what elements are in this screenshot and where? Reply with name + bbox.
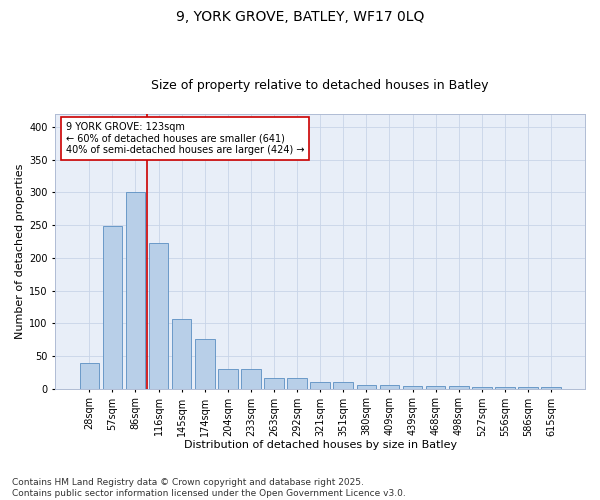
Bar bbox=[426, 386, 445, 388]
Text: 9, YORK GROVE, BATLEY, WF17 0LQ: 9, YORK GROVE, BATLEY, WF17 0LQ bbox=[176, 10, 424, 24]
Title: Size of property relative to detached houses in Batley: Size of property relative to detached ho… bbox=[151, 79, 489, 92]
Bar bbox=[80, 362, 99, 388]
Bar bbox=[103, 226, 122, 388]
Bar bbox=[172, 320, 191, 388]
Bar bbox=[218, 369, 238, 388]
Bar bbox=[334, 382, 353, 388]
Bar bbox=[287, 378, 307, 388]
Bar bbox=[541, 386, 561, 388]
Y-axis label: Number of detached properties: Number of detached properties bbox=[15, 164, 25, 339]
Bar bbox=[310, 382, 330, 388]
Bar bbox=[241, 369, 261, 388]
Bar bbox=[195, 339, 215, 388]
Bar bbox=[264, 378, 284, 388]
Bar bbox=[380, 386, 399, 388]
Text: Contains HM Land Registry data © Crown copyright and database right 2025.
Contai: Contains HM Land Registry data © Crown c… bbox=[12, 478, 406, 498]
Bar bbox=[149, 244, 169, 388]
Bar bbox=[125, 192, 145, 388]
Bar bbox=[403, 386, 422, 388]
Text: 9 YORK GROVE: 123sqm
← 60% of detached houses are smaller (641)
40% of semi-deta: 9 YORK GROVE: 123sqm ← 60% of detached h… bbox=[66, 122, 305, 156]
Bar bbox=[449, 386, 469, 388]
X-axis label: Distribution of detached houses by size in Batley: Distribution of detached houses by size … bbox=[184, 440, 457, 450]
Bar bbox=[356, 386, 376, 388]
